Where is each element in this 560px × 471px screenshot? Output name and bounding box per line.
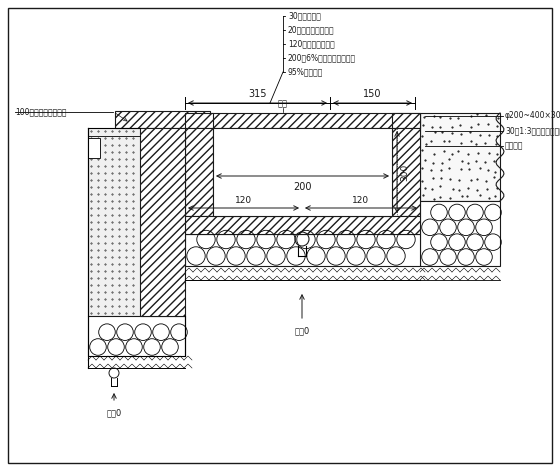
Text: 120厚砖砌盖水明沟: 120厚砖砌盖水明沟 bbox=[288, 40, 335, 49]
Text: 315: 315 bbox=[248, 89, 267, 99]
Bar bbox=[213, 128, 392, 216]
Bar bbox=[420, 201, 500, 266]
Text: 100厚着色花岗岩压顶: 100厚着色花岗岩压顶 bbox=[15, 107, 67, 116]
Text: 150: 150 bbox=[363, 89, 382, 99]
Bar bbox=[88, 128, 140, 316]
Text: 300: 300 bbox=[400, 163, 409, 180]
Text: 排水0: 排水0 bbox=[295, 326, 310, 335]
Text: 200厚6%水泥稳定石屑垫层: 200厚6%水泥稳定石屑垫层 bbox=[288, 54, 356, 63]
Bar bbox=[185, 216, 420, 234]
Text: 30厚钢槽界子: 30厚钢槽界子 bbox=[288, 11, 321, 21]
Text: 30厚1:3干硬性水泥砂浆结合层: 30厚1:3干硬性水泥砂浆结合层 bbox=[505, 127, 560, 136]
Bar bbox=[392, 113, 420, 128]
Bar bbox=[185, 113, 213, 128]
Text: 200: 200 bbox=[293, 182, 312, 192]
Text: 溢水0: 溢水0 bbox=[106, 408, 122, 417]
Text: φ200~400×30厚灰色荔枝面花岗岩: φ200~400×30厚灰色荔枝面花岗岩 bbox=[505, 112, 560, 121]
Bar bbox=[88, 138, 100, 158]
Bar bbox=[115, 111, 210, 128]
Bar bbox=[185, 113, 420, 128]
Text: 盖板: 盖板 bbox=[278, 99, 287, 108]
Bar bbox=[185, 234, 420, 266]
Text: 120: 120 bbox=[235, 196, 252, 205]
Bar bbox=[392, 128, 420, 216]
Text: 20厚水泥砂浆抹面层: 20厚水泥砂浆抹面层 bbox=[288, 25, 335, 34]
Bar bbox=[420, 113, 500, 201]
Text: 95%素土夯实: 95%素土夯实 bbox=[288, 67, 323, 76]
Bar bbox=[185, 128, 213, 216]
Bar bbox=[140, 128, 185, 316]
Text: 120: 120 bbox=[352, 196, 370, 205]
Bar bbox=[88, 316, 185, 356]
Text: 湃防半坡: 湃防半坡 bbox=[505, 141, 524, 151]
